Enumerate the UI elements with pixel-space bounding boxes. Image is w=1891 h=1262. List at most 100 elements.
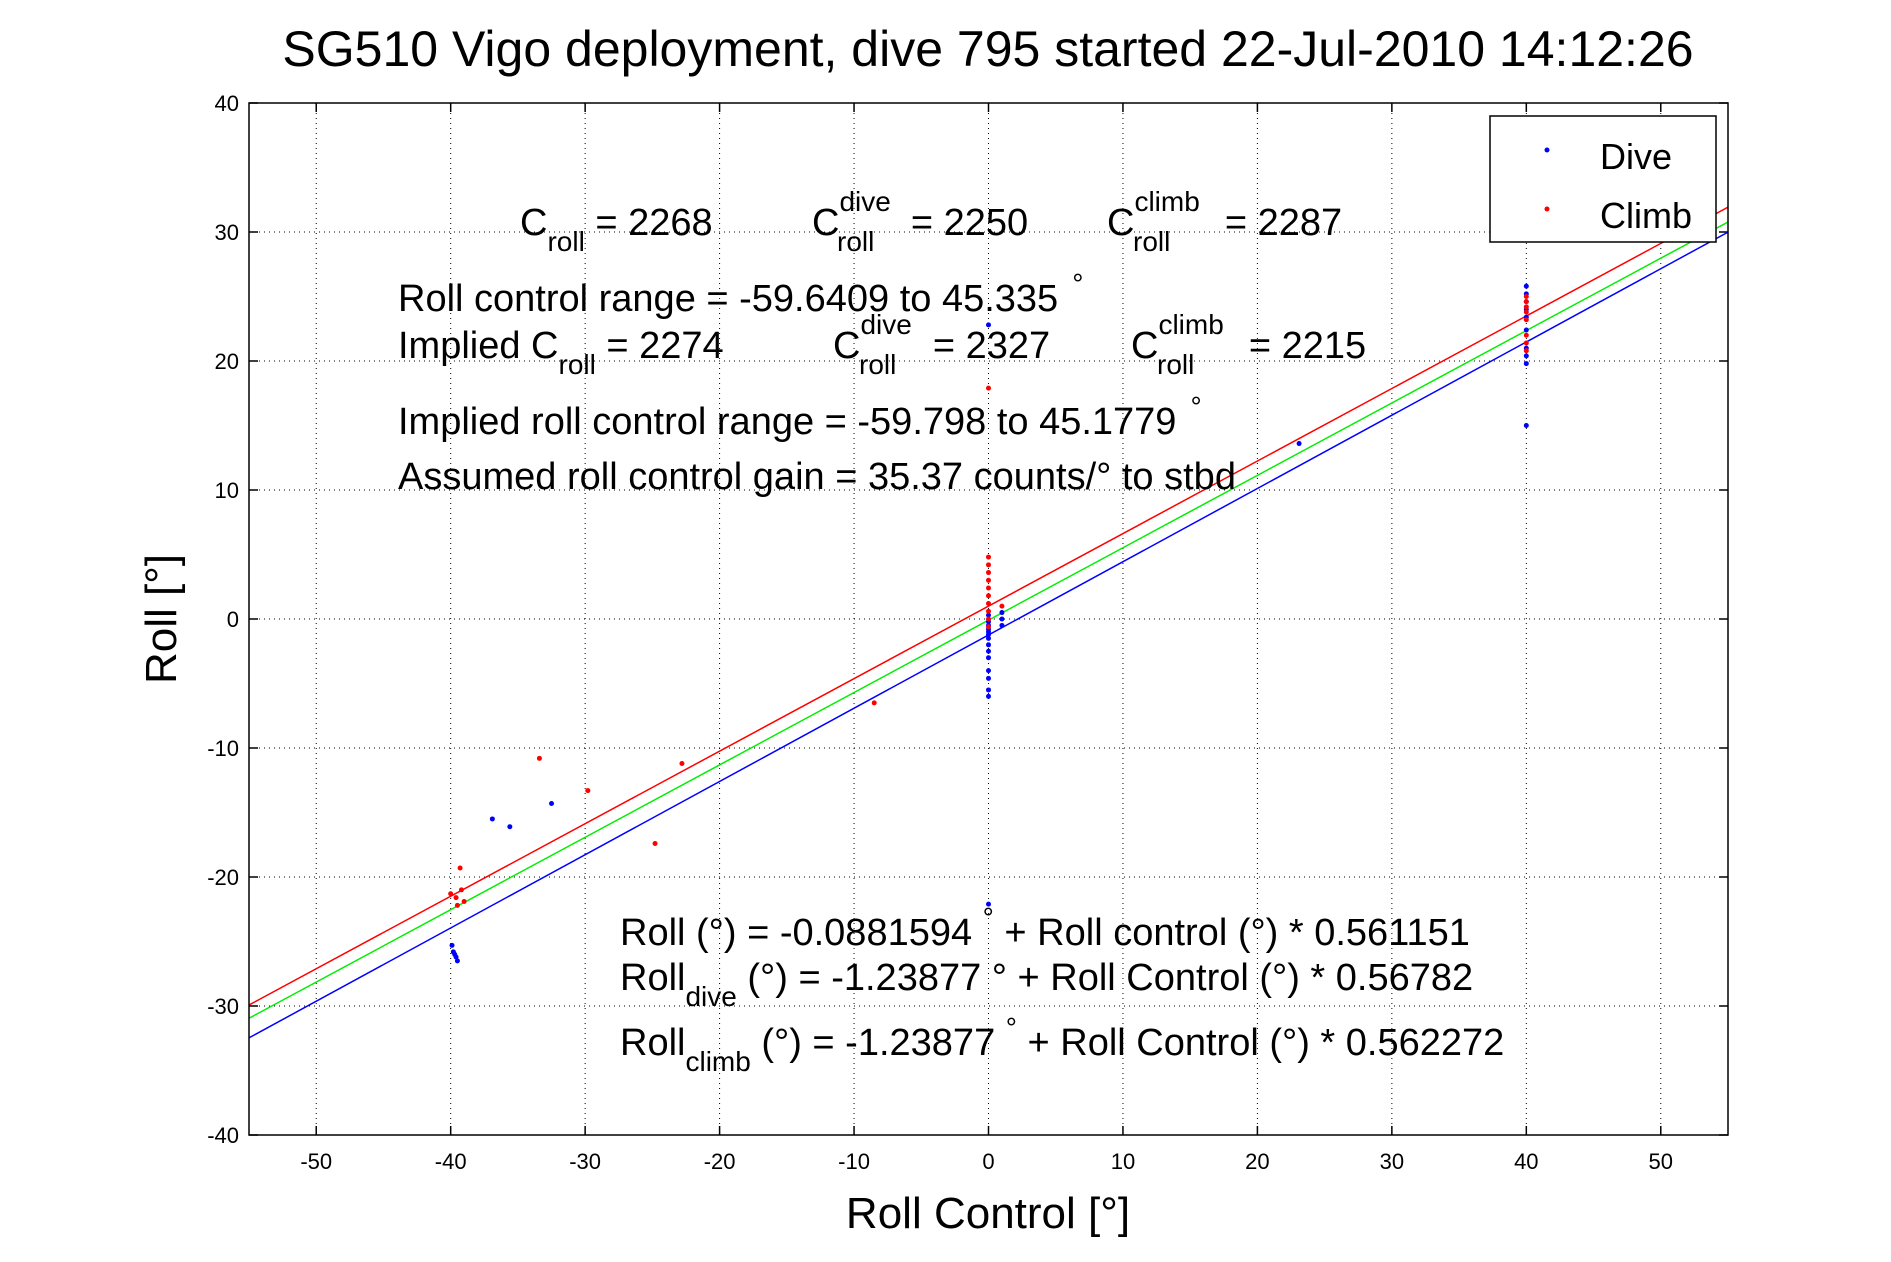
axes-box — [248, 102, 1729, 1136]
point-dive — [1523, 423, 1529, 428]
point-climb — [652, 840, 658, 846]
x-tick-label: -40 — [435, 1149, 467, 1174]
point-dive — [1296, 441, 1302, 447]
point-climb — [986, 608, 991, 614]
c-roll-dive-text: Cdive roll = 2250 — [812, 186, 1028, 257]
point-dive — [986, 631, 991, 637]
legend-box — [1489, 115, 1717, 243]
x-tick-label: 10 — [1111, 1149, 1135, 1174]
point-climb — [679, 760, 685, 766]
point-climb — [457, 865, 463, 871]
point-dive — [986, 668, 991, 674]
point-dive — [999, 616, 1005, 622]
y-tick-label: 40 — [215, 91, 239, 116]
x-tick-label: 20 — [1245, 1149, 1269, 1174]
implied-c-roll-climb-text: Cclimb roll = 2215 — [1131, 309, 1366, 380]
y-tick-label: -20 — [207, 865, 239, 890]
legend-marker-dive — [1544, 147, 1550, 153]
x-tick-label: 40 — [1514, 1149, 1538, 1174]
point-dive — [986, 655, 991, 661]
point-dive — [986, 901, 991, 907]
point-dive — [986, 635, 991, 641]
c-roll-climb-text: Cclimb roll = 2287 — [1107, 186, 1342, 257]
point-climb — [454, 902, 460, 908]
point-dive — [999, 610, 1005, 616]
x-tick-label: -50 — [300, 1149, 332, 1174]
point-dive — [507, 824, 513, 830]
x-tick-label: -10 — [838, 1149, 870, 1174]
y-tick-label: 0 — [227, 607, 239, 632]
y-tick-label: 20 — [215, 349, 239, 374]
x-tick-label: 0 — [982, 1149, 994, 1174]
point-dive — [986, 612, 991, 618]
point-climb — [986, 554, 991, 560]
fit-line — [249, 206, 1728, 1006]
annotations: Croll = 2268 Cdive roll = 2250 Cclimb roll… — [398, 186, 1504, 1077]
eq-all-text: Roll (°) = -0.0881594 ° + Roll control (… — [620, 902, 1470, 954]
legend-label-dive: Dive — [1600, 136, 1672, 177]
point-dive — [489, 816, 495, 822]
point-climb — [986, 562, 991, 568]
point-climb — [453, 895, 459, 901]
point-climb — [461, 899, 467, 905]
point-climb — [986, 616, 991, 622]
implied-range-text: Implied roll control range = -59.798 to … — [398, 391, 1202, 443]
point-dive — [454, 958, 460, 964]
point-climb — [536, 755, 542, 761]
plot-area: -50 -40 -30 -20 -10 0 10 20 30 40 50 -40 -30 -20 -10 0 1… — [207, 91, 1729, 1174]
ticks: -50 -40 -30 -20 -10 0 10 20 30 40 50 -40 -30 -20 -10 0 1… — [207, 91, 1728, 1174]
point-dive — [452, 951, 458, 957]
y-axis-label: Roll [°] — [137, 554, 186, 684]
point-climb — [871, 700, 877, 706]
y-tick-label: -30 — [207, 994, 239, 1019]
point-dive — [1523, 353, 1529, 359]
point-climb — [999, 603, 1005, 609]
point-climb — [1523, 317, 1529, 323]
point-climb — [1523, 309, 1529, 315]
x-axis-label: Roll Control [°] — [846, 1189, 1130, 1238]
point-climb — [458, 887, 464, 893]
x-tick-label: -20 — [704, 1149, 736, 1174]
eq-dive-text: Rolldive (°) = -1.23877 ° + Roll Control… — [620, 957, 1473, 1012]
point-climb — [986, 585, 991, 591]
implied-c-roll-dive-text: Cdive roll = 2327 — [833, 309, 1050, 380]
gain-text: Assumed roll control gain = 35.37 counts… — [398, 456, 1236, 498]
y-tick-label: 30 — [215, 220, 239, 245]
point-climb — [986, 570, 991, 576]
roll-control-range-text: Roll control range = -59.6409 to 45.335 ° — [398, 268, 1083, 320]
y-tick-label: -10 — [207, 736, 239, 761]
point-climb — [986, 624, 991, 630]
point-dive — [986, 687, 991, 693]
point-climb — [986, 601, 991, 607]
point-climb — [986, 577, 991, 583]
legend-label-climb: Climb — [1600, 195, 1692, 236]
y-tick-label: 10 — [215, 478, 239, 503]
point-dive — [449, 942, 455, 948]
point-dive — [1523, 361, 1529, 367]
point-dive — [1523, 327, 1529, 333]
x-tick-label: 50 — [1649, 1149, 1673, 1174]
point-climb — [1523, 304, 1529, 310]
x-tick-label: 30 — [1380, 1149, 1404, 1174]
point-climb — [1523, 332, 1529, 338]
grid — [249, 102, 1728, 1136]
y-tick-label: -40 — [207, 1123, 239, 1148]
point-climb — [448, 891, 454, 897]
point-dive — [986, 642, 991, 648]
point-climb — [585, 788, 591, 794]
point-climb — [1523, 340, 1529, 346]
chart-title: SG510 Vigo deployment, dive 795 started … — [282, 21, 1693, 77]
point-dive — [986, 675, 991, 681]
data-points — [448, 283, 1529, 964]
c-roll-text: Croll = 2268 — [520, 202, 713, 257]
point-dive — [1523, 283, 1529, 289]
point-climb — [1523, 294, 1529, 299]
implied-c-roll-text: Implied Croll = 2274 — [398, 325, 724, 380]
point-climb — [1523, 299, 1529, 305]
legend: Dive Climb — [1489, 115, 1717, 243]
point-climb — [986, 385, 991, 391]
point-dive — [986, 693, 991, 699]
point-dive — [549, 800, 555, 806]
eq-climb-text: Rollclimb (°) = -1.23877 ° + Roll Contro… — [620, 1012, 1504, 1077]
